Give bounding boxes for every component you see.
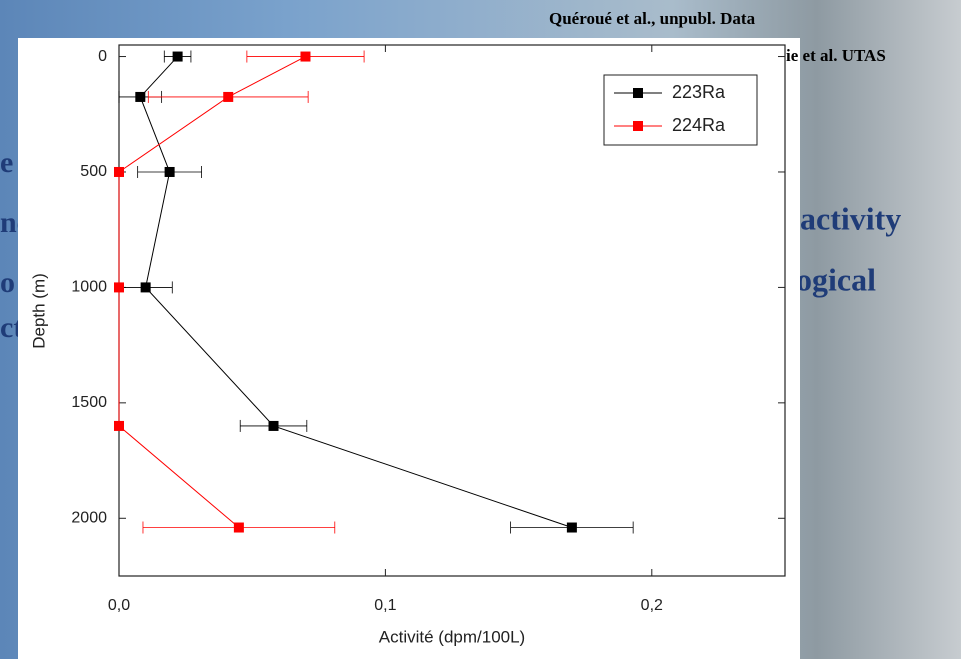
data-point [135,91,146,102]
data-point [233,522,244,533]
y-tick-label: 500 [80,163,107,180]
data-point [566,522,577,533]
legend-box [603,74,758,146]
slide-fragment: ct [0,311,23,344]
x-axis-label: Activité (dpm/100L) [379,627,525,646]
data-point [268,420,279,431]
credit: ie et al. UTAS [786,46,886,65]
y-tick-label: 0 [98,48,107,65]
legend-marker [633,121,643,131]
data-point [114,282,124,293]
x-tick-label: 0,1 [374,597,396,614]
data-point [223,91,234,102]
slide-fragment: o [0,266,15,299]
data-point [300,51,311,62]
slide-fragment: activity [800,200,901,236]
y-tick-label: 2000 [71,510,107,527]
data-point [164,166,175,177]
x-tick-label: 0,0 [108,597,130,614]
y-tick-label: 1000 [71,279,107,296]
data-point [172,51,183,62]
legend-marker [633,88,643,98]
y-axis-label: Depth (m) [29,273,48,349]
data-point [114,420,124,431]
credit: Quéroué et al., unpubl. Data [549,9,756,28]
legend-label: 224Ra [672,115,726,135]
series-line [118,56,306,528]
series-line [139,56,573,528]
data-point [114,166,124,177]
slide-fragment: e [0,146,13,179]
legend-label: 223Ra [672,82,726,102]
slide-fragment: ogical [796,261,876,297]
x-tick-label: 0,2 [641,597,663,614]
data-point [140,282,151,293]
y-tick-label: 1500 [71,394,107,411]
